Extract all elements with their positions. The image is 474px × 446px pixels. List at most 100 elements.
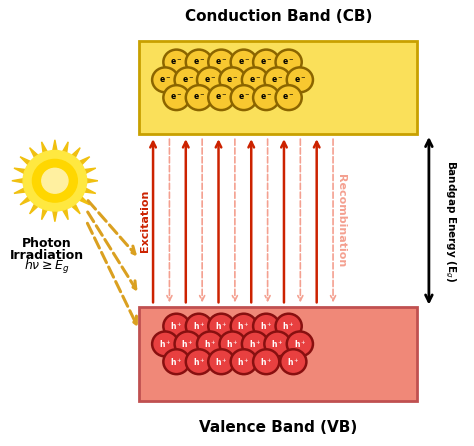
Circle shape (42, 168, 68, 193)
Polygon shape (71, 148, 80, 159)
Polygon shape (14, 168, 27, 174)
Text: e$^-$: e$^-$ (215, 93, 228, 103)
Text: h$^+$: h$^+$ (226, 338, 239, 350)
Circle shape (186, 349, 212, 374)
Circle shape (186, 85, 212, 110)
Polygon shape (53, 210, 57, 222)
Text: Valence Band (VB): Valence Band (VB) (199, 420, 357, 435)
Circle shape (208, 314, 235, 339)
Text: h$^+$: h$^+$ (215, 356, 228, 368)
Text: e$^-$: e$^-$ (159, 75, 172, 85)
Circle shape (253, 50, 279, 74)
Text: e$^-$: e$^-$ (283, 57, 295, 67)
Circle shape (280, 349, 306, 374)
Text: e$^-$: e$^-$ (260, 93, 273, 103)
Circle shape (231, 85, 257, 110)
Circle shape (186, 50, 212, 74)
Text: $h\nu \geq E_g$: $h\nu \geq E_g$ (24, 259, 69, 277)
Polygon shape (62, 142, 68, 154)
Polygon shape (20, 157, 32, 165)
Text: e$^-$: e$^-$ (227, 75, 239, 85)
Text: h$^+$: h$^+$ (260, 356, 273, 368)
Circle shape (219, 67, 246, 92)
Circle shape (174, 67, 201, 92)
Polygon shape (83, 168, 96, 174)
FancyBboxPatch shape (139, 307, 417, 401)
Text: Recombination: Recombination (337, 174, 346, 268)
Text: e$^-$: e$^-$ (182, 75, 194, 85)
Text: e$^-$: e$^-$ (283, 93, 295, 103)
Text: e$^-$: e$^-$ (193, 57, 205, 67)
Circle shape (208, 85, 235, 110)
Circle shape (186, 314, 212, 339)
Text: Photon: Photon (22, 236, 72, 249)
Circle shape (164, 85, 190, 110)
Circle shape (164, 314, 190, 339)
Polygon shape (42, 207, 48, 220)
Polygon shape (42, 142, 48, 154)
Text: Excitation: Excitation (140, 190, 150, 252)
Text: h$^+$: h$^+$ (283, 320, 295, 332)
Polygon shape (62, 207, 68, 220)
Text: e$^-$: e$^-$ (271, 75, 283, 85)
Text: h$^+$: h$^+$ (204, 338, 216, 350)
Circle shape (253, 314, 279, 339)
Text: e$^-$: e$^-$ (170, 93, 182, 103)
Text: h$^+$: h$^+$ (192, 356, 205, 368)
Polygon shape (53, 140, 57, 152)
Circle shape (275, 85, 302, 110)
Circle shape (242, 67, 268, 92)
Circle shape (219, 331, 246, 356)
Circle shape (152, 331, 178, 356)
Polygon shape (85, 178, 98, 183)
Polygon shape (78, 157, 90, 165)
Circle shape (197, 331, 223, 356)
Polygon shape (29, 203, 39, 214)
Text: h$^+$: h$^+$ (271, 338, 283, 350)
Text: h$^+$: h$^+$ (215, 320, 228, 332)
Polygon shape (29, 148, 39, 159)
Circle shape (164, 50, 190, 74)
Polygon shape (12, 178, 25, 183)
Text: e$^-$: e$^-$ (170, 57, 182, 67)
Polygon shape (71, 203, 80, 214)
Circle shape (208, 50, 235, 74)
Text: h$^+$: h$^+$ (287, 356, 300, 368)
Circle shape (174, 331, 201, 356)
Circle shape (264, 67, 291, 92)
Text: h$^+$: h$^+$ (260, 320, 273, 332)
Polygon shape (14, 187, 27, 194)
Circle shape (253, 85, 279, 110)
Circle shape (264, 331, 291, 356)
Text: h$^+$: h$^+$ (237, 320, 250, 332)
Text: h$^+$: h$^+$ (182, 338, 194, 350)
Text: e$^-$: e$^-$ (237, 57, 250, 67)
Text: Irradiation: Irradiation (9, 248, 83, 261)
Polygon shape (83, 187, 96, 194)
Text: e$^-$: e$^-$ (215, 57, 228, 67)
Text: h$^+$: h$^+$ (249, 338, 261, 350)
Text: e$^-$: e$^-$ (237, 93, 250, 103)
Text: h$^+$: h$^+$ (293, 338, 306, 350)
Polygon shape (78, 196, 90, 205)
Circle shape (242, 331, 268, 356)
Text: e$^-$: e$^-$ (193, 93, 205, 103)
Text: e$^-$: e$^-$ (260, 57, 273, 67)
Circle shape (253, 349, 279, 374)
Text: e$^-$: e$^-$ (294, 75, 306, 85)
Circle shape (287, 67, 313, 92)
Text: Bandgap Energy (E$_g$): Bandgap Energy (E$_g$) (443, 160, 457, 282)
Circle shape (23, 151, 87, 211)
Text: h$^+$: h$^+$ (159, 338, 172, 350)
Text: h$^+$: h$^+$ (170, 320, 182, 332)
Circle shape (287, 331, 313, 356)
Circle shape (231, 349, 257, 374)
Circle shape (231, 50, 257, 74)
FancyBboxPatch shape (139, 41, 417, 134)
Circle shape (197, 67, 223, 92)
Circle shape (32, 159, 77, 202)
Circle shape (164, 349, 190, 374)
Text: h$^+$: h$^+$ (192, 320, 205, 332)
Text: h$^+$: h$^+$ (170, 356, 182, 368)
Text: e$^-$: e$^-$ (249, 75, 261, 85)
